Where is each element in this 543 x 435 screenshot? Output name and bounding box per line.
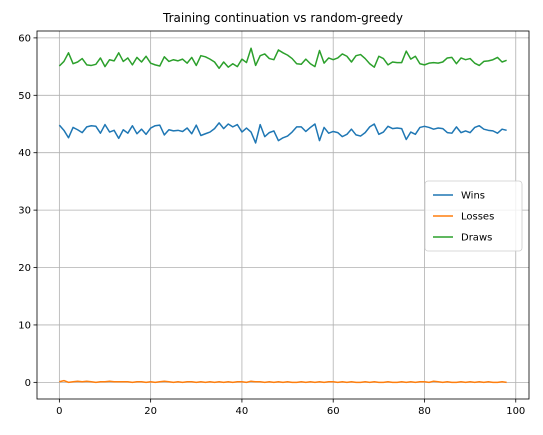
legend-box bbox=[424, 180, 523, 252]
y-tick-label: 60 bbox=[18, 33, 31, 44]
legend-label-wins: Wins bbox=[461, 191, 485, 202]
y-tick-label: 30 bbox=[18, 206, 31, 217]
legend: Wins Losses Draws bbox=[424, 180, 523, 252]
plot-frame bbox=[36, 30, 530, 400]
chart-title: Training continuation vs random-greedy bbox=[162, 11, 403, 25]
x-tick-label: 20 bbox=[144, 406, 157, 417]
x-tick-label: 60 bbox=[327, 406, 340, 417]
y-tick-label: 50 bbox=[18, 91, 31, 102]
x-tick-label: 100 bbox=[506, 406, 525, 417]
x-tick-label: 40 bbox=[236, 406, 249, 417]
series-line-draws bbox=[58, 47, 507, 70]
y-tick-label: 10 bbox=[18, 320, 31, 331]
x-axis-ticks: 0 20 40 60 80 100 bbox=[56, 399, 525, 417]
series-lines bbox=[58, 47, 507, 384]
y-axis-ticks: 0 10 20 30 40 50 60 bbox=[18, 33, 37, 389]
y-tick-label: 40 bbox=[18, 148, 31, 159]
x-tick-label: 80 bbox=[418, 406, 431, 417]
x-tick-label: 0 bbox=[56, 406, 62, 417]
y-tick-label: 20 bbox=[18, 263, 31, 274]
y-tick-label: 0 bbox=[25, 378, 31, 389]
series-line-wins bbox=[58, 122, 507, 144]
legend-label-losses: Losses bbox=[461, 212, 494, 223]
legend-label-draws: Draws bbox=[461, 233, 492, 244]
series-line-losses bbox=[59, 379, 507, 384]
